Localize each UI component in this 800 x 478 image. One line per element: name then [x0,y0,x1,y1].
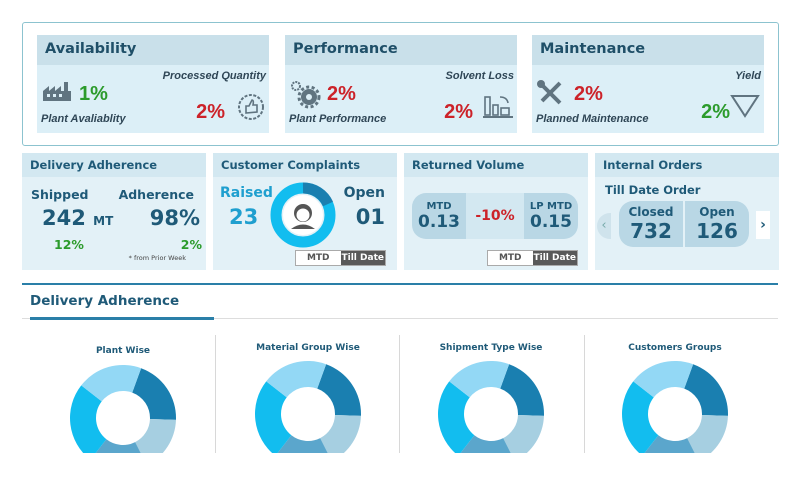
donut-slice[interactable] [438,381,474,455]
donut-slice[interactable] [255,381,291,455]
toggle-till-date[interactable]: Till Date [340,251,385,265]
headset-agent-icon [270,182,336,248]
customer-complaints-card: Customer Complaints Raised 23 Open 01 MT… [213,153,397,270]
card-title: Internal Orders [595,153,779,177]
mtd-value: 0.13 [418,211,460,232]
donut-slice[interactable] [687,415,728,461]
open-value: 126 [696,219,738,243]
chart-title: Customers Groups [628,343,722,353]
donut-slice[interactable] [684,364,728,416]
left-label: Planned Maintenance [536,113,649,125]
factory-icon [41,79,73,107]
donut-chart [248,354,368,474]
kpi-title: Availability [37,35,269,65]
adherence-label: Adherence [118,187,194,202]
kpi-title: Maintenance [532,35,764,65]
next-arrow-icon[interactable]: › [756,211,770,239]
open-value: 01 [355,205,385,229]
donut-slice[interactable] [500,364,544,416]
section-rule [22,318,778,319]
left-label: Plant Performance [289,113,387,125]
right-label: Processed Quantity [162,70,266,82]
card-title: Customer Complaints [213,153,397,177]
right-value: 2% [444,101,473,123]
footnote: * from Prior Week [128,254,186,262]
donut-chart [615,354,735,474]
raised-label: Raised [220,185,273,201]
mtd-label: MTD [426,200,452,212]
tools-icon [536,79,566,111]
toggle-till-date[interactable]: Till Date [532,251,577,265]
bar-chart-icon [483,93,513,123]
toggle-mtd[interactable]: MTD [296,251,341,265]
orders-subtitle: Till Date Order [605,183,701,197]
shipped-label: Shipped [31,187,89,202]
section-divider [22,283,778,285]
card-title: Returned Volume [404,153,588,177]
kpi-summary-box [22,22,779,146]
donut-slice[interactable] [633,361,693,397]
raised-value: 23 [229,205,259,229]
section-tab-underline [30,317,214,320]
orders-pill: Closed 732 Open 126 [619,201,749,247]
period-toggle: MTD Till Date [487,250,578,266]
donut-chart [63,358,183,478]
donut-slice[interactable] [135,419,176,465]
donut-slice[interactable] [449,361,509,397]
shipped-value: 242 [42,206,86,230]
column-divider [399,335,400,453]
adherence-value: 98% [149,206,200,230]
returned-pill: MTD 0.13 -10% LP MTD 0.15 [412,193,578,239]
right-value: 2% [701,101,730,123]
shipped-change: 12% [54,237,84,252]
donut-slice[interactable] [317,364,361,416]
gears-icon [289,79,323,113]
adherence-change: 2% [180,237,202,252]
column-divider [215,335,216,453]
lp-mtd-label: LP MTD [529,200,573,212]
donut-slice[interactable] [320,415,361,461]
kpi-panel-availability: Availability 1% Plant Avaliablity Proces… [37,35,269,133]
right-value: 2% [196,101,225,123]
triangle-down-icon [730,93,760,123]
donut-slice[interactable] [266,361,326,397]
left-label: Plant Avaliablity [41,113,126,125]
period-toggle: MTD Till Date [295,250,386,266]
kpi-panel-maintenance: Maintenance 2% Planned Maintenance Yield… [532,35,764,133]
kpi-title: Performance [285,35,517,65]
donut-slice[interactable] [622,381,658,455]
toggle-mtd[interactable]: MTD [488,251,533,265]
donut-slice[interactable] [70,385,106,459]
change-value: -10% [475,208,515,224]
closed-value: 732 [630,219,672,243]
open-label: Open [699,205,735,219]
donut-slice[interactable] [132,368,176,420]
internal-orders-card: Internal Orders Till Date Order ‹ Closed… [595,153,779,270]
right-label: Yield [735,70,761,82]
donut-slice[interactable] [81,365,141,401]
chart-title: Material Group Wise [256,343,360,353]
right-label: Solvent Loss [445,70,514,82]
section-title: Delivery Adherence [30,293,180,309]
left-value: 2% [327,83,356,105]
chart-title: Shipment Type Wise [439,343,543,353]
left-value: 2% [574,83,603,105]
donut-chart [431,354,551,474]
open-label: Open [343,185,385,201]
column-divider [584,335,585,453]
thumbs-up-icon [237,93,265,125]
returned-volume-card: Returned Volume MTD 0.13 -10% LP MTD 0.15 … [404,153,588,270]
closed-label: Closed [628,205,674,219]
delivery-adherence-card: Delivery Adherence Shipped 242 MT 12% Ad… [22,153,206,270]
card-title: Delivery Adherence [22,153,206,177]
shipped-unit: MT [93,214,114,228]
lp-mtd-value: 0.15 [530,211,572,232]
left-value: 1% [79,83,108,105]
chart-title: Plant Wise [95,346,151,356]
kpi-panel-performance: Performance 2% Plant Performance Solvent… [285,35,517,133]
prev-arrow-icon[interactable]: ‹ [597,213,611,239]
donut-slice[interactable] [503,415,544,461]
